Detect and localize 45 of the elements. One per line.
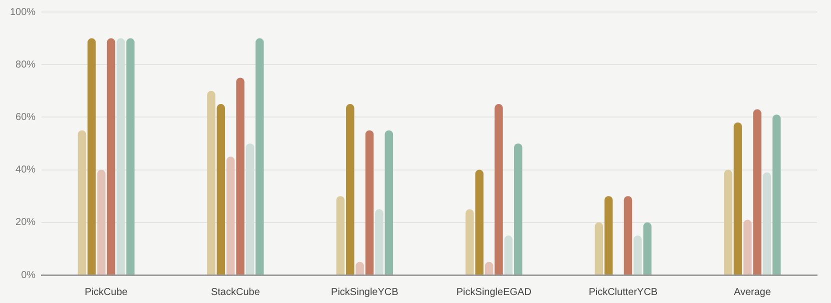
bar bbox=[624, 196, 632, 274]
bar bbox=[634, 236, 642, 274]
bar bbox=[216, 104, 226, 274]
bar bbox=[365, 130, 374, 274]
y-tick-label: 60% bbox=[16, 112, 36, 123]
bar bbox=[762, 172, 772, 274]
bar bbox=[116, 38, 125, 274]
bar bbox=[88, 38, 96, 274]
x-tick-label: Average bbox=[734, 286, 772, 298]
y-tick-label: 40% bbox=[16, 164, 36, 176]
bar bbox=[336, 196, 345, 274]
bar bbox=[504, 236, 513, 274]
bar bbox=[226, 156, 235, 274]
bar bbox=[466, 209, 474, 274]
x-tick-label: PickSingleYCB bbox=[331, 286, 399, 298]
x-tick-label: StackCube bbox=[210, 286, 260, 298]
bar bbox=[743, 220, 752, 274]
bar bbox=[772, 114, 781, 274]
bar bbox=[236, 78, 244, 274]
bar bbox=[604, 196, 613, 274]
bar bbox=[643, 222, 652, 274]
bar bbox=[126, 38, 135, 274]
bar bbox=[256, 38, 264, 274]
bar bbox=[724, 170, 732, 274]
x-tick-label: PickSingleEGAD bbox=[456, 286, 532, 298]
bar bbox=[384, 130, 394, 274]
y-tick-label: 0% bbox=[21, 270, 36, 281]
y-tick-label: 20% bbox=[16, 217, 36, 228]
bar bbox=[106, 38, 116, 274]
bar bbox=[78, 130, 86, 274]
y-tick-label: 80% bbox=[16, 59, 36, 70]
bar bbox=[475, 170, 484, 274]
bar bbox=[97, 170, 106, 274]
bar bbox=[246, 144, 254, 274]
x-tick-label: PickCube bbox=[84, 286, 128, 298]
bar bbox=[207, 90, 216, 274]
bar bbox=[734, 122, 742, 274]
bar bbox=[753, 109, 762, 274]
bar bbox=[594, 222, 604, 274]
y-tick-label: 100% bbox=[10, 6, 36, 18]
bar bbox=[494, 104, 503, 274]
x-tick-label: PickClutterYCB bbox=[588, 286, 658, 298]
bar bbox=[375, 209, 384, 274]
bar bbox=[514, 144, 522, 274]
bar bbox=[346, 104, 354, 274]
